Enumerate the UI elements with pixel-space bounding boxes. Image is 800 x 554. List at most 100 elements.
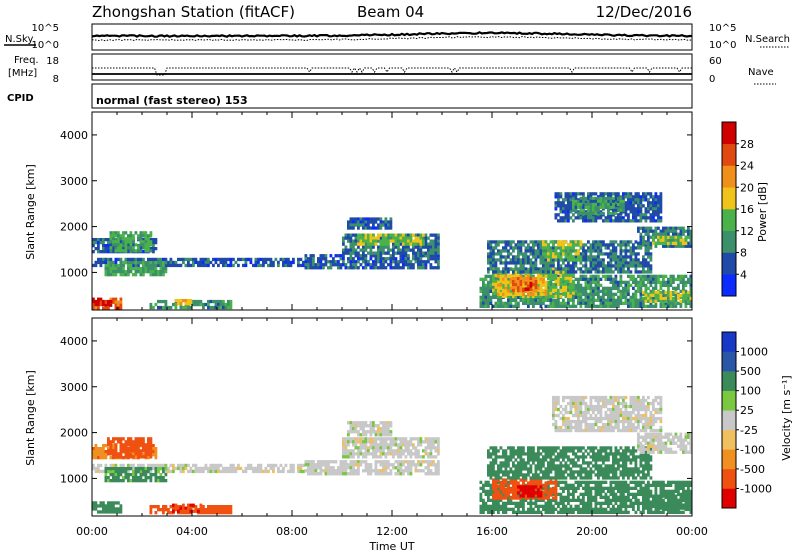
heatmap-cell — [364, 421, 368, 425]
heatmap-cell — [507, 270, 510, 274]
heatmap-cell — [644, 210, 648, 214]
heatmap-cell — [312, 266, 315, 270]
heatmap-cell — [517, 283, 520, 287]
heatmap-cell — [269, 463, 273, 468]
heatmap-cell — [589, 199, 593, 204]
heatmap-cell — [402, 254, 405, 258]
heatmap-cell — [414, 233, 418, 237]
heatmap-cell — [107, 476, 110, 480]
heatmap-cell — [352, 257, 355, 261]
heatmap-cell — [634, 192, 638, 196]
heatmap-cell — [214, 305, 218, 310]
heatmap-cell — [109, 469, 113, 474]
heatmap-cell — [377, 455, 380, 459]
heatmap-cell — [384, 427, 388, 431]
heatmap-cell — [682, 241, 685, 246]
heatmap-cell — [364, 239, 368, 243]
heatmap-cell — [547, 243, 550, 247]
heatmap-cell — [479, 507, 483, 511]
heatmap-cell — [607, 208, 610, 213]
heatmap-cell — [497, 298, 500, 302]
heatmap-cell — [612, 258, 615, 262]
heatmap-cell — [534, 294, 538, 299]
heatmap-cell — [594, 243, 598, 247]
heatmap-cell — [154, 479, 158, 483]
heatmap-cell — [162, 270, 165, 274]
heatmap-cell — [482, 504, 485, 508]
heatmap-cell — [684, 299, 688, 304]
heatmap-cell — [644, 290, 648, 295]
heatmap-cell — [117, 303, 120, 307]
heatmap-cell — [639, 207, 643, 211]
heatmap-cell — [154, 270, 158, 274]
heatmap-cell — [609, 292, 613, 296]
heatmap-cell — [582, 258, 585, 262]
heatmap-cell — [397, 452, 400, 456]
heatmap-cell — [497, 507, 500, 511]
heatmap-cell — [629, 304, 633, 308]
heatmap-cell — [139, 449, 143, 453]
heatmap-cell — [572, 246, 575, 250]
heatmap-cell — [112, 270, 115, 274]
heatmap-cell — [164, 479, 168, 483]
heatmap-cell — [352, 245, 355, 249]
heatmap-cell — [529, 284, 533, 288]
heatmap-cell — [594, 216, 598, 220]
heatmap-cell — [387, 263, 390, 267]
heatmap-cell — [244, 263, 248, 268]
heatmap-cell — [94, 466, 98, 471]
heatmap-cell — [597, 205, 600, 210]
heatmap-cell — [157, 270, 160, 274]
heatmap-cell — [532, 277, 535, 281]
heatmap-cell — [657, 216, 660, 220]
heatmap-cell — [517, 258, 520, 262]
heatmap-cell — [584, 261, 588, 265]
heatmap-cell — [494, 270, 498, 274]
heatmap-cell — [507, 276, 510, 281]
heatmap-cell — [369, 427, 373, 431]
heatmap-cell — [584, 274, 588, 278]
heatmap-cell — [504, 286, 508, 290]
heatmap-cell — [92, 447, 95, 451]
heatmap-cell — [389, 254, 393, 258]
heatmap-cell — [212, 305, 215, 310]
heatmap-cell — [372, 427, 375, 431]
heatmap-cell — [289, 260, 293, 265]
heatmap-cell — [154, 447, 158, 451]
heatmap-cell — [357, 223, 360, 227]
heatmap-cell — [414, 254, 418, 258]
heatmap-cell — [664, 274, 668, 278]
heatmap-cell — [534, 264, 538, 268]
heatmap-cell — [364, 440, 368, 444]
heatmap-cell — [624, 255, 628, 259]
heatmap-cell — [669, 244, 673, 248]
heatmap-cell — [332, 260, 335, 264]
heatmap-cell — [494, 291, 498, 296]
heatmap-cell — [499, 498, 503, 502]
heatmap-cell — [102, 501, 105, 505]
heatmap-cell — [317, 260, 320, 264]
heatmap-cell — [422, 251, 425, 255]
heatmap-cell — [149, 302, 153, 307]
heatmap-cell — [372, 469, 375, 473]
heatmap-cell — [624, 192, 628, 196]
heatmap-cell — [349, 440, 353, 444]
heatmap-cell — [634, 210, 638, 214]
heatmap-cell — [242, 263, 245, 268]
heatmap-cell — [282, 469, 285, 474]
heatmap-cell — [112, 261, 115, 265]
heatmap-cell — [199, 466, 203, 471]
heatmap-cell — [367, 452, 370, 456]
heatmap-cell — [349, 242, 353, 246]
heatmap-cell — [509, 277, 513, 281]
heatmap-cell — [504, 301, 508, 305]
heatmap-cell — [679, 238, 683, 243]
heatmap-cell — [422, 260, 425, 264]
heatmap-cell — [122, 261, 125, 265]
heatmap-cell — [99, 456, 103, 460]
heatmap-cell — [179, 469, 183, 474]
heatmap-cell — [642, 296, 645, 301]
heatmap-cell — [494, 501, 498, 505]
heatmap-cell — [342, 263, 345, 267]
heatmap-cell — [494, 282, 498, 287]
